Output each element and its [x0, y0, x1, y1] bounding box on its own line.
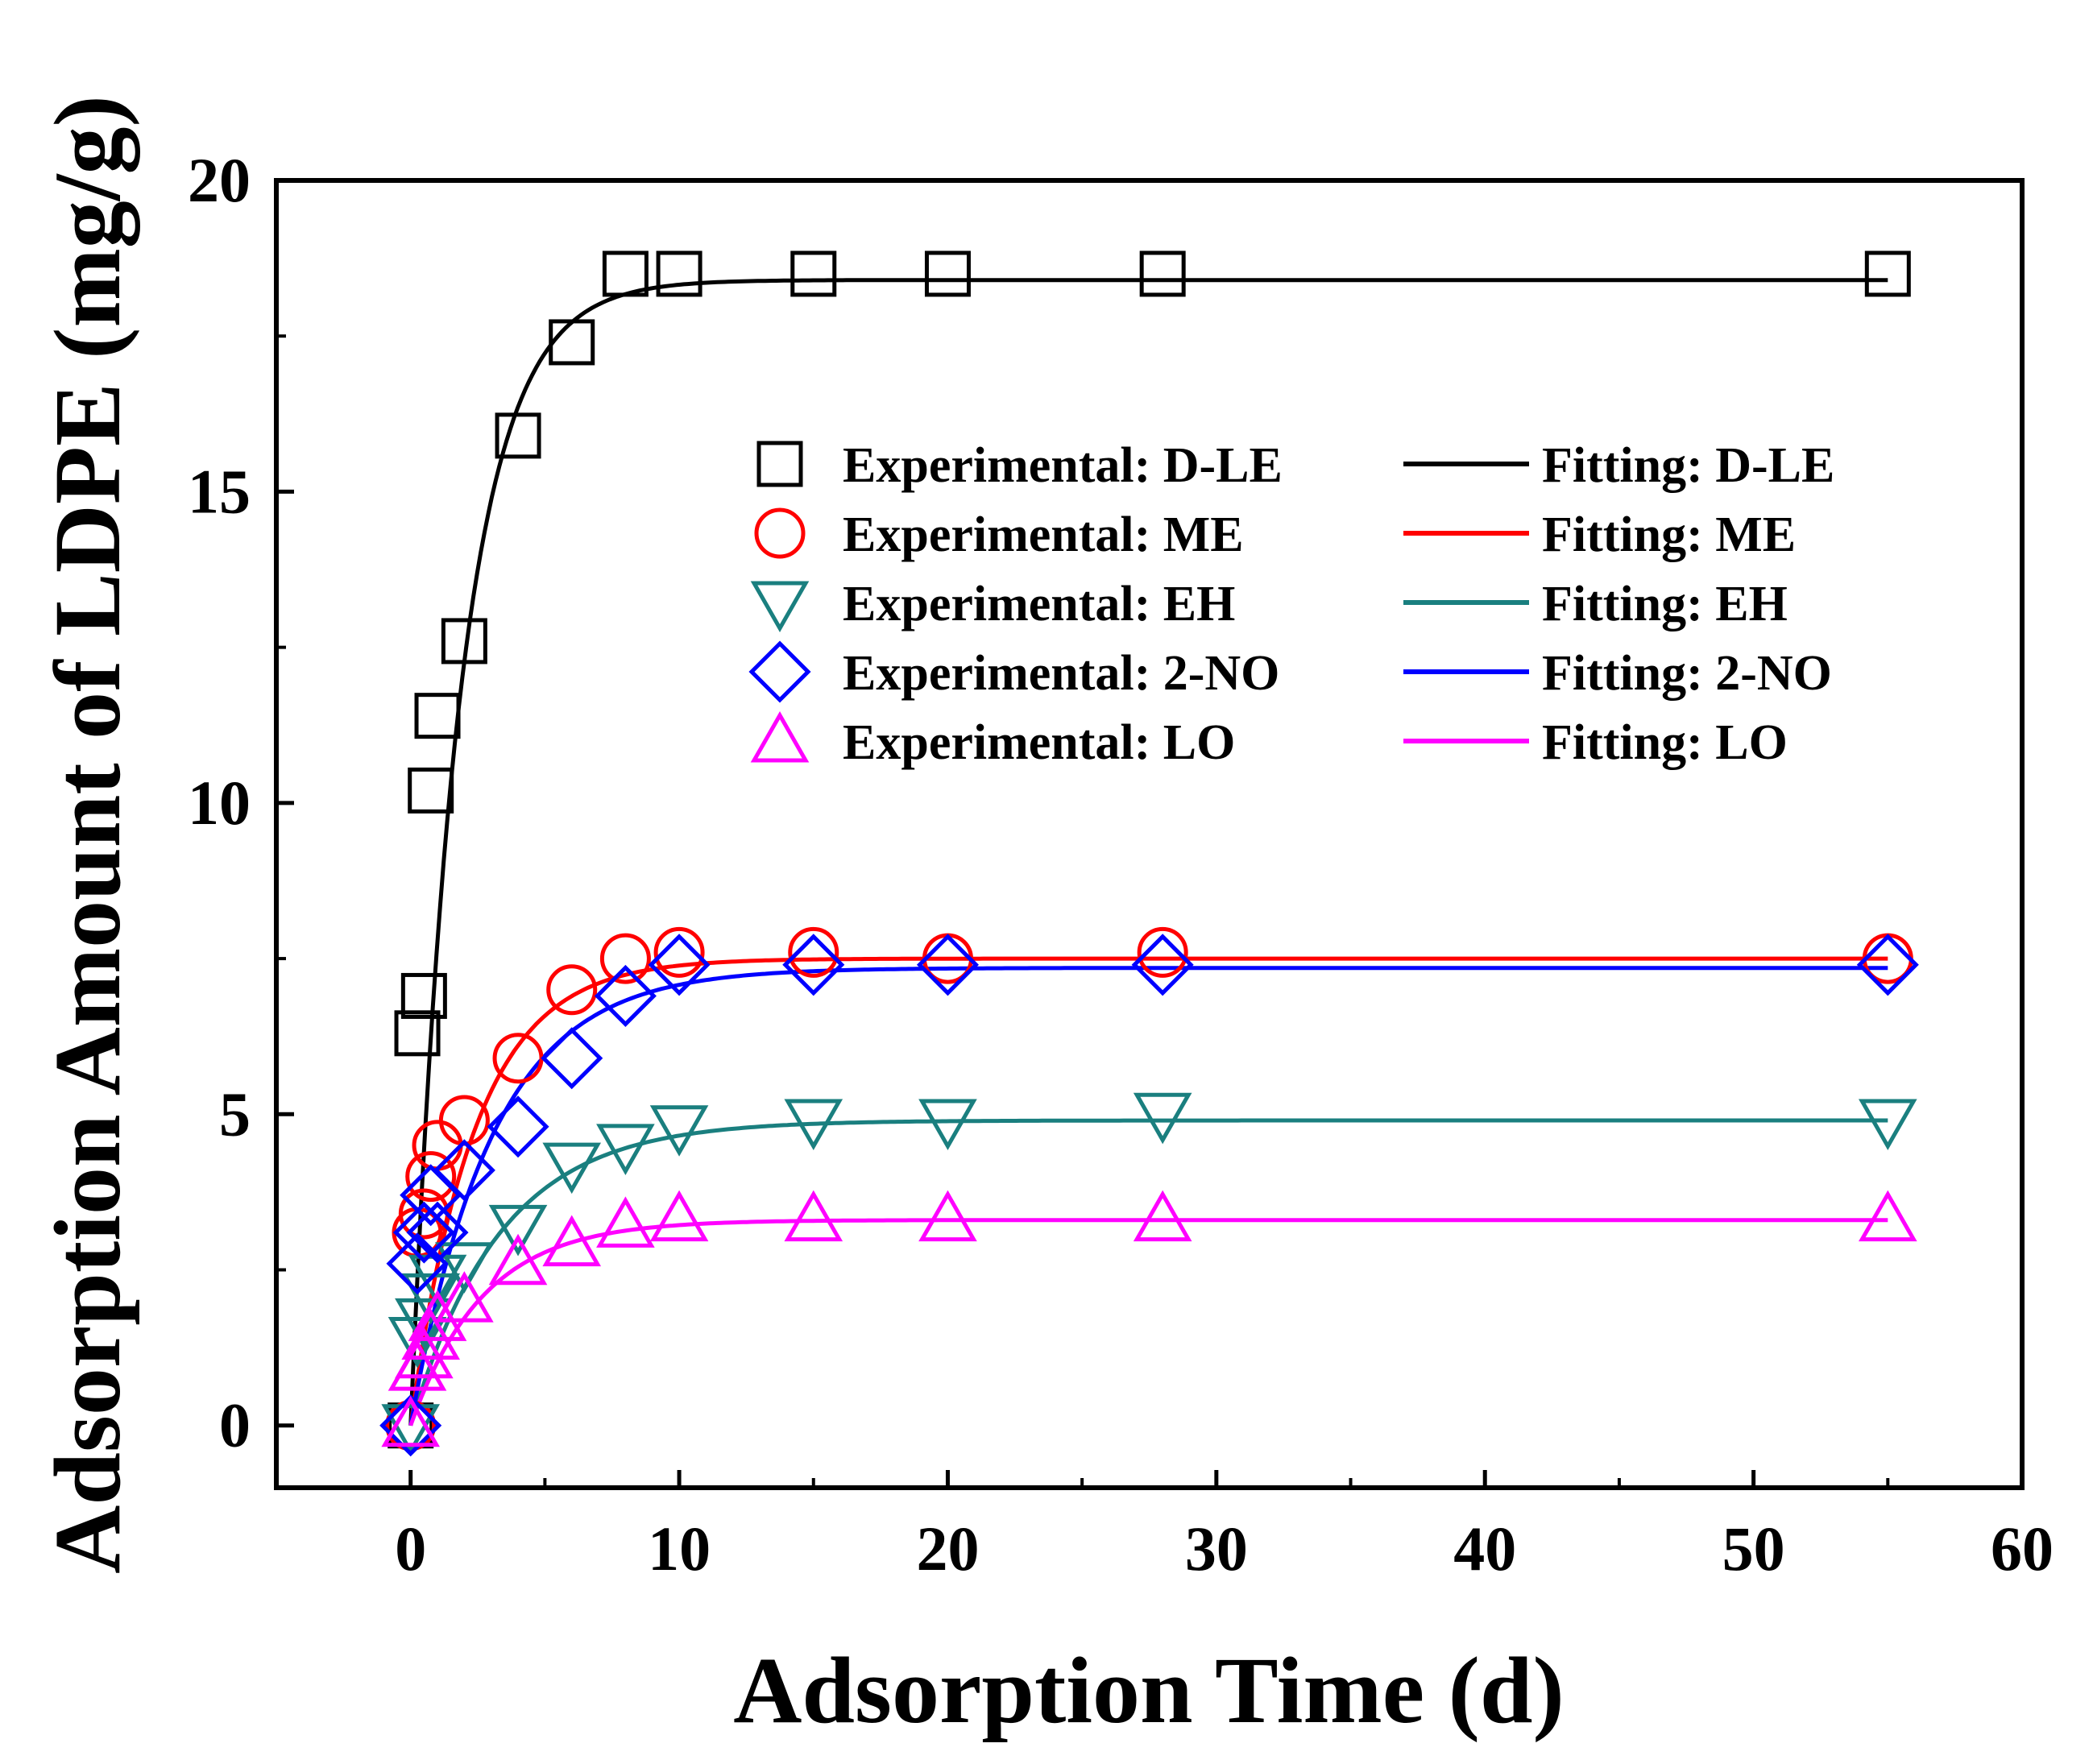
x-tick-label-0: 0 — [395, 1513, 426, 1584]
data-point-s3-5 — [433, 1139, 495, 1202]
legend-marker-0 — [756, 441, 803, 487]
data-point-s3-11 — [916, 934, 979, 996]
data-point-s0-6 — [495, 412, 541, 459]
data-point-s4-6 — [488, 1233, 548, 1286]
data-point-s0-5 — [441, 618, 487, 665]
legend-label-experimental-1: Experimental: ME — [843, 507, 1244, 562]
data-point-s3-7 — [541, 1027, 603, 1090]
data-point-s0-1 — [394, 1010, 441, 1057]
data-point-s2-8 — [596, 1124, 655, 1175]
data-point-s1-12 — [1137, 926, 1188, 978]
legend-label-experimental-0: Experimental: D-LE — [843, 438, 1283, 493]
legend-label-experimental-4: Experimental: LO — [843, 715, 1235, 770]
legend-marker-4 — [750, 710, 810, 763]
legend-label-fitting-1: Fitting: ME — [1542, 507, 1796, 562]
legend-label-experimental-2: Experimental: EH — [843, 577, 1235, 631]
data-point-s2-0 — [381, 1404, 441, 1456]
data-point-s3-0 — [379, 1394, 442, 1457]
legend-label-fitting-0: Fitting: D-LE — [1542, 438, 1834, 493]
data-point-s2-9 — [649, 1105, 709, 1157]
data-point-s0-12 — [1139, 251, 1186, 297]
fit-curve-3 — [408, 966, 1888, 1427]
data-point-s4-9 — [649, 1190, 709, 1242]
data-point-s2-13 — [1858, 1099, 1917, 1151]
data-point-s3-4 — [406, 1201, 469, 1264]
data-point-s2-6 — [488, 1204, 548, 1257]
data-point-s2-10 — [784, 1099, 843, 1151]
data-point-s2-12 — [1133, 1092, 1192, 1145]
tick-labels: 0 10 20 30 40 50 60 0 5 10 15 20 — [188, 145, 2054, 1584]
y-tick-label-2: 10 — [188, 768, 251, 838]
data-point-s3-2 — [392, 1201, 455, 1264]
plot-frame — [274, 178, 2025, 1490]
data-point-s3-8 — [594, 964, 657, 1027]
fit-curve-1 — [408, 956, 1888, 1427]
legend-label-fitting-2: Fitting: EH — [1542, 577, 1788, 631]
y-tick-label-0: 0 — [219, 1390, 251, 1460]
x-tick-label-2: 20 — [916, 1513, 979, 1584]
data-point-s0-13 — [1864, 251, 1911, 297]
data-point-s2-11 — [918, 1099, 977, 1151]
data-point-s4-0 — [381, 1395, 441, 1447]
data-point-s4-7 — [542, 1215, 602, 1267]
data-point-s1-10 — [788, 926, 839, 978]
data-point-s0-7 — [549, 319, 595, 366]
axis-ticks — [276, 178, 2025, 1488]
data-point-s2-7 — [542, 1142, 602, 1195]
data-point-s3-12 — [1131, 934, 1194, 996]
legend-label-experimental-3: Experimental: 2-NO — [843, 646, 1279, 701]
data-point-s0-11 — [924, 251, 971, 297]
data-point-s2-3 — [401, 1273, 461, 1325]
data-point-s1-8 — [599, 933, 651, 984]
data-point-s4-11 — [918, 1190, 977, 1242]
data-point-s4-2 — [395, 1327, 454, 1379]
data-point-s1-3 — [405, 1151, 457, 1203]
data-point-s0-8 — [602, 251, 649, 297]
y-tick-label-3: 15 — [188, 456, 251, 526]
x-axis-title: Adsorption Time (d) — [733, 1638, 1565, 1743]
fit-curve-4 — [408, 1218, 1888, 1427]
y-tick-label-4: 20 — [188, 145, 251, 215]
y-tick-label-1: 5 — [219, 1079, 251, 1149]
legend-label-fitting-4: Fitting: LO — [1542, 715, 1788, 770]
legend-label-fitting-3: Fitting: 2-NO — [1542, 646, 1832, 701]
legend-marker-1 — [754, 507, 806, 559]
data-point-s3-13 — [1856, 934, 1919, 996]
data-point-s0-2 — [400, 972, 447, 1019]
data-point-s4-5 — [435, 1271, 494, 1323]
data-point-s4-3 — [401, 1308, 461, 1360]
data-point-s0-9 — [656, 251, 703, 297]
data-point-s2-5 — [435, 1242, 494, 1294]
legend: Experimental: D-LE Fitting: D-LE Experimen… — [748, 438, 1834, 770]
data-point-s3-6 — [487, 1095, 549, 1158]
data-point-s3-9 — [648, 934, 711, 996]
data-point-s3-1 — [386, 1232, 449, 1295]
x-tick-label-6: 60 — [1991, 1513, 2054, 1584]
legend-marker-2 — [750, 581, 810, 633]
data-point-s3-10 — [782, 934, 845, 996]
data-point-s0-10 — [790, 251, 837, 297]
data-point-s4-4 — [408, 1290, 467, 1341]
data-markers — [379, 251, 1919, 1457]
data-point-s4-8 — [596, 1196, 655, 1248]
data-point-s1-5 — [438, 1095, 490, 1146]
y-axis-title: Adsorption Amount of LDPE (mg/g) — [35, 95, 140, 1574]
data-point-s4-12 — [1133, 1190, 1192, 1242]
data-point-s0-3 — [408, 767, 454, 814]
data-point-s1-9 — [653, 926, 705, 978]
data-point-s1-4 — [412, 1120, 463, 1171]
data-point-s4-13 — [1858, 1190, 1917, 1242]
data-point-s4-10 — [784, 1190, 843, 1242]
x-tick-label-5: 50 — [1722, 1513, 1785, 1584]
x-tick-label-3: 30 — [1185, 1513, 1248, 1584]
fit-curve-2 — [408, 1118, 1888, 1427]
legend-marker-3 — [748, 640, 811, 703]
x-tick-label-1: 10 — [648, 1513, 711, 1584]
data-point-s1-7 — [546, 964, 598, 1016]
data-point-s1-6 — [492, 1033, 544, 1084]
x-tick-label-4: 40 — [1453, 1513, 1516, 1584]
data-point-s0-4 — [414, 693, 461, 739]
